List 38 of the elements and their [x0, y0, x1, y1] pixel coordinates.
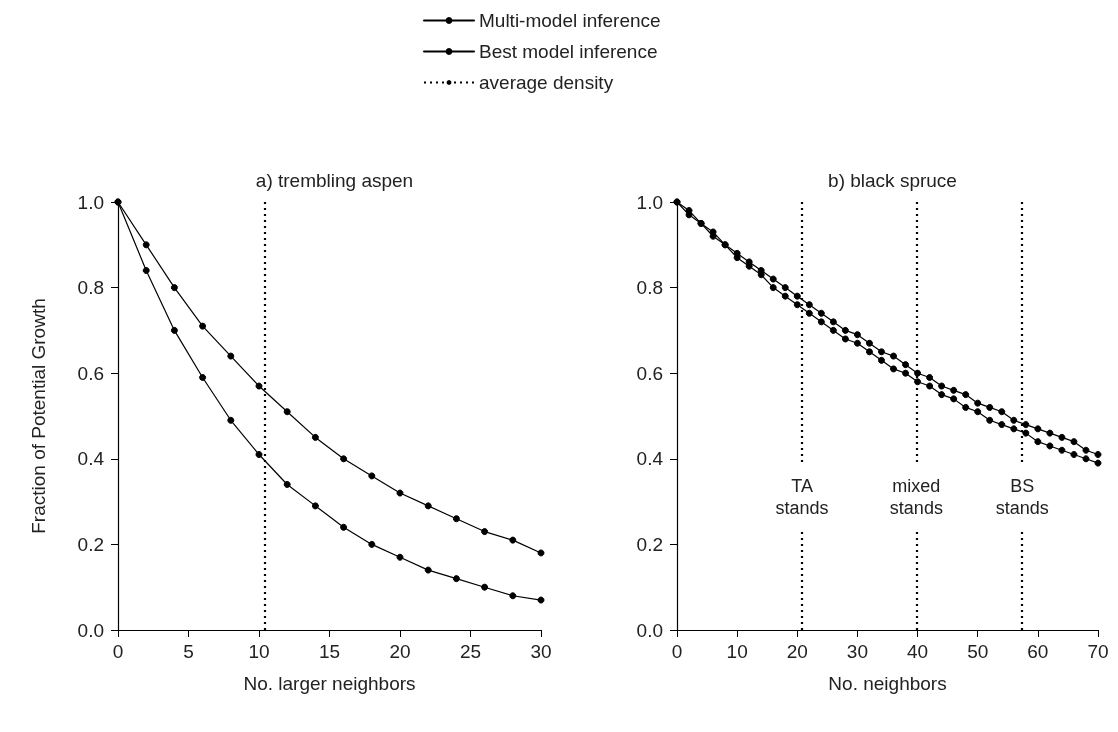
y-tick-label: 0.4: [77, 448, 105, 470]
legend-label: Multi-model inference: [479, 10, 661, 31]
x-tick-label: 5: [183, 641, 194, 662]
y-tick-label: 0.4: [636, 448, 664, 470]
chart-title: a) trembling aspen: [255, 170, 414, 191]
x-tick-label: 15: [318, 641, 341, 662]
x-tick-label: 60: [1027, 641, 1049, 662]
x-tick-label: 30: [846, 641, 868, 662]
x-tick-label: 10: [248, 641, 270, 662]
x-axis-title: No. neighbors: [828, 673, 947, 694]
x-tick-label: 20: [389, 641, 411, 662]
x-tick-label: 25: [459, 641, 482, 662]
x-tick-label: 30: [530, 641, 552, 662]
y-tick-label: 1.0: [77, 191, 104, 213]
y-tick-label: 0.8: [636, 277, 663, 299]
x-tick-label: 20: [786, 641, 808, 662]
y-tick-label: 0.6: [77, 362, 104, 384]
y-axis-title: Fraction of Potential Growth: [28, 298, 49, 534]
y-tick-label: 0.2: [77, 533, 104, 555]
x-tick-label: 40: [907, 641, 929, 662]
y-tick-label: 1.0: [636, 191, 663, 213]
x-tick-label: 0: [112, 641, 124, 662]
y-tick-label: 0.2: [636, 533, 663, 555]
ref-line-label: BS stands: [995, 476, 1049, 519]
x-tick-label: 70: [1087, 641, 1109, 662]
legend-label: Best model inference: [479, 41, 658, 62]
y-tick-label: 0.0: [77, 619, 104, 641]
x-tick-label: 50: [967, 641, 989, 662]
x-tick-label: 10: [726, 641, 748, 662]
ref-line-label: mixed stands: [889, 476, 943, 519]
text: average density: [479, 72, 614, 93]
chart-title: b) black spruce: [828, 170, 957, 191]
x-axis-title: No. larger neighbors: [243, 673, 416, 694]
y-tick-label: 0.0: [636, 619, 663, 641]
y-tick-label: 0.8: [77, 277, 104, 299]
x-tick-label: 0: [671, 641, 683, 662]
ref-line-label: TA stands: [775, 476, 829, 519]
y-tick-label: 0.6: [636, 362, 663, 384]
